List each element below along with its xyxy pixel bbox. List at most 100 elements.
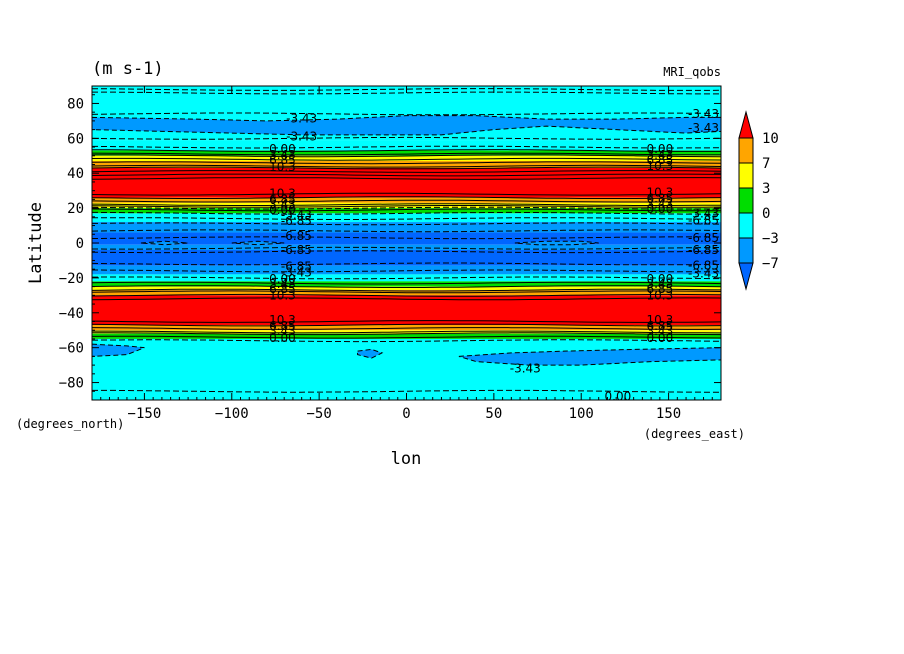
- contour-region: [458, 347, 721, 366]
- contour-label: 10.3: [269, 160, 296, 174]
- contour-band: [92, 249, 721, 266]
- contour-label: 3.43: [269, 277, 296, 291]
- contour-region: [92, 115, 721, 136]
- contour-label: -6.85: [281, 243, 312, 257]
- contour-label: 0.00: [646, 331, 673, 345]
- y-tick-label: −40: [59, 306, 84, 322]
- colorbar-label: 0: [762, 206, 770, 222]
- solid-contour: [92, 203, 721, 206]
- contour-label: 0.00: [646, 202, 673, 216]
- contour-label: -3.43: [688, 121, 719, 135]
- contour-label: 10.3: [646, 159, 673, 173]
- x-axis-label: lon: [391, 449, 422, 469]
- contour-band: [92, 208, 721, 214]
- contour-band: [92, 274, 721, 282]
- contour-band: [92, 161, 721, 168]
- contour-band: [92, 140, 721, 151]
- plot-area: -3.43-3.430.003.436.8510.310.36.853.430.…: [92, 86, 721, 404]
- colorbar-label: 10: [762, 131, 779, 147]
- solid-contour: [92, 177, 721, 180]
- contour-label: -3.43: [688, 107, 719, 121]
- contour-label: 6.85: [646, 153, 673, 167]
- contour-label: -3.43: [688, 267, 719, 281]
- dashed-contour: [92, 136, 721, 140]
- colorbar-swatch: [738, 137, 754, 164]
- contour-band: [92, 167, 721, 198]
- colorbar-label: 3: [762, 181, 770, 197]
- contour-region: [140, 240, 189, 246]
- y-tick-label: 60: [67, 131, 84, 147]
- contour-lines: [92, 88, 721, 393]
- solid-contour: [92, 208, 721, 212]
- contour-band: [92, 286, 721, 291]
- dashed-contour: [92, 236, 721, 240]
- solid-contour: [92, 281, 721, 285]
- x-tick-label: 100: [569, 406, 594, 422]
- contour-label: 6.85: [646, 192, 673, 206]
- dashed-contour: [92, 246, 721, 250]
- solid-contour: [92, 152, 721, 156]
- contour-label: -3.43: [688, 206, 719, 220]
- solid-contour: [92, 297, 721, 301]
- y-tick-label: −20: [59, 271, 84, 287]
- y-tick-label: −80: [59, 376, 84, 392]
- contour-label: 0.00: [605, 390, 632, 404]
- contour-label: 3.43: [269, 198, 296, 212]
- dashed-contour: [92, 269, 721, 273]
- colorbar-swatch: [738, 237, 754, 264]
- solid-contour: [92, 192, 721, 196]
- dashed-contour: [92, 88, 721, 91]
- y-tick-label: 0: [76, 236, 84, 252]
- contour-label: 3.43: [646, 324, 673, 338]
- contour-band: [92, 265, 721, 275]
- contour-region: [514, 240, 599, 246]
- contour-label: 6.85: [646, 282, 673, 296]
- contour-label: 10.3: [646, 288, 673, 302]
- contour-band: [92, 295, 721, 325]
- dashed-contour: [92, 229, 721, 233]
- x-tick-label: −150: [128, 406, 162, 422]
- y-tick-label: 20: [67, 201, 84, 217]
- contour-label: -3.43: [286, 111, 317, 125]
- solid-contour: [92, 335, 721, 339]
- colorbar-swatch: [738, 187, 754, 214]
- solid-contour: [92, 330, 721, 334]
- solid-contour: [92, 164, 721, 168]
- contour-label: 3.43: [269, 148, 296, 162]
- contour-label: 0.00: [269, 203, 296, 217]
- contour-label: 6.85: [269, 282, 296, 296]
- dashed-contour: [92, 145, 721, 149]
- contour-label: 0.00: [269, 331, 296, 345]
- contour-label: 0.00: [269, 272, 296, 286]
- contour-label: -6.85: [281, 260, 312, 274]
- dashed-contour: [92, 250, 721, 254]
- contour-label: -3.43: [286, 130, 317, 144]
- y-tick-label: 80: [67, 96, 84, 112]
- contour-label: 6.85: [269, 192, 296, 206]
- dashed-contour: [92, 262, 721, 266]
- contour-band: [92, 155, 721, 162]
- contour-label: 0.00: [269, 142, 296, 156]
- colorbar-top-arrow: [738, 110, 754, 139]
- x-tick-label: 50: [485, 406, 502, 422]
- solid-contour: [92, 161, 721, 165]
- y-tick-label: −60: [59, 341, 84, 357]
- y-tick-label: 40: [67, 166, 84, 182]
- contour-band: [92, 222, 721, 233]
- solid-contour: [92, 154, 721, 158]
- contour-label: 10.3: [269, 288, 296, 302]
- solid-contour: [92, 320, 721, 323]
- solid-contour: [92, 173, 721, 177]
- contour-label: -6.85: [688, 231, 719, 245]
- x-units-label: (degrees_east): [644, 427, 745, 441]
- solid-contour: [92, 290, 721, 294]
- solid-contour: [92, 170, 721, 173]
- solid-contour: [92, 157, 721, 161]
- colorbar-label: 7: [762, 156, 770, 172]
- y-axis-label: Latitude: [26, 202, 46, 284]
- contour-region: [357, 348, 384, 359]
- contour-band: [92, 338, 721, 400]
- colorbar-swatch: [738, 212, 754, 239]
- units-label: (m s-1): [92, 59, 164, 79]
